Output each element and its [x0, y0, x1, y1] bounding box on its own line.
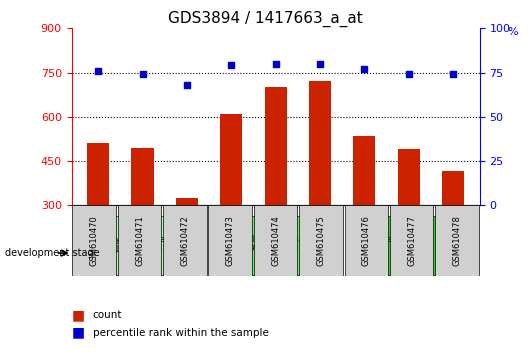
FancyBboxPatch shape: [73, 205, 116, 276]
Bar: [87, 143, 109, 294]
Text: intermediate (passages 63,
71, and 73): intermediate (passages 63, 71, and 73): [214, 235, 338, 254]
Text: ■: ■: [72, 308, 85, 322]
Bar: [442, 171, 464, 294]
Bar: [353, 136, 375, 294]
Text: development stage: development stage: [5, 248, 100, 258]
Text: GSM610477: GSM610477: [407, 215, 416, 266]
Text: GSM610471: GSM610471: [135, 215, 144, 266]
FancyBboxPatch shape: [74, 216, 205, 275]
Bar: [309, 81, 331, 294]
FancyBboxPatch shape: [435, 205, 479, 276]
FancyBboxPatch shape: [299, 205, 343, 276]
Point: [316, 61, 324, 67]
FancyBboxPatch shape: [210, 216, 341, 275]
Point: [271, 61, 280, 67]
Text: late (passage 136, 142, and
143): late (passage 136, 142, and 143): [348, 235, 475, 254]
Point: [360, 66, 368, 72]
Bar: [220, 114, 242, 294]
Text: early (passage 13,
14, and 15): early (passage 13, 14, and 15): [98, 235, 181, 254]
Point: [138, 72, 147, 77]
FancyBboxPatch shape: [390, 205, 434, 276]
Text: GDS3894 / 1417663_a_at: GDS3894 / 1417663_a_at: [167, 11, 363, 27]
Point: [404, 72, 413, 77]
Bar: [398, 149, 420, 294]
FancyBboxPatch shape: [346, 216, 478, 275]
FancyBboxPatch shape: [344, 205, 388, 276]
Text: GSM610478: GSM610478: [453, 215, 462, 266]
FancyBboxPatch shape: [163, 205, 207, 276]
Text: GSM610472: GSM610472: [180, 215, 189, 266]
Point: [227, 63, 235, 68]
Text: percentile rank within the sample: percentile rank within the sample: [93, 328, 269, 338]
Point: [94, 68, 102, 74]
FancyBboxPatch shape: [118, 205, 161, 276]
Bar: [176, 198, 198, 294]
Text: count: count: [93, 310, 122, 320]
Point: [449, 72, 457, 77]
Text: GSM610470: GSM610470: [90, 215, 99, 266]
FancyBboxPatch shape: [254, 205, 297, 276]
Bar: [131, 148, 154, 294]
Point: [183, 82, 191, 88]
FancyBboxPatch shape: [208, 205, 252, 276]
Text: GSM610473: GSM610473: [226, 215, 235, 266]
Bar: [264, 87, 287, 294]
Text: GSM610476: GSM610476: [362, 215, 371, 266]
Text: GSM610475: GSM610475: [316, 215, 325, 266]
Text: GSM610474: GSM610474: [271, 215, 280, 266]
Text: ■: ■: [72, 326, 85, 340]
Y-axis label: %: %: [507, 27, 518, 36]
